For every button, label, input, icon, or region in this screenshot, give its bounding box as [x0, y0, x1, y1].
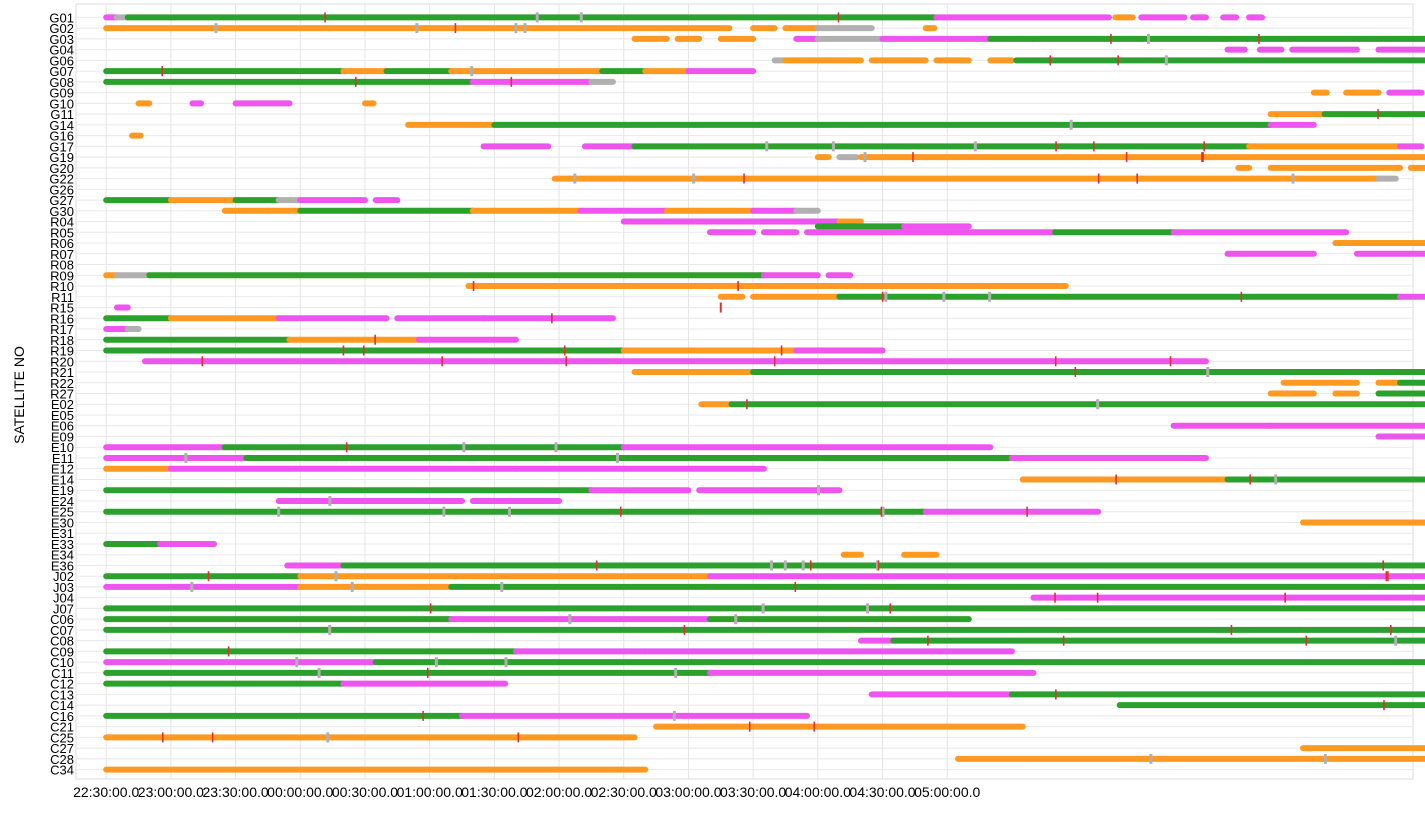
x-tick-label: 02:00:00.0 [526, 784, 592, 800]
y-tick-label: G20 [49, 161, 74, 176]
y-tick-label: J07 [53, 601, 74, 616]
y-tick-label: R04 [50, 215, 74, 230]
x-tick-label: 22:30:00.0 [73, 784, 139, 800]
y-tick-label: E36 [51, 558, 74, 573]
y-tick-label: E33 [51, 537, 74, 552]
y-tick-label: C34 [50, 763, 74, 778]
x-tick-label: 00:00:00.0 [267, 784, 333, 800]
y-tick-label: E24 [51, 494, 74, 509]
y-tick-label: E19 [51, 483, 74, 498]
x-tick-labels: 22:30:00.023:00:00.023:30:00.000:00:00.0… [73, 784, 980, 800]
y-tick-label: R10 [50, 279, 74, 294]
y-tick-label: E12 [51, 462, 74, 477]
y-tick-label: G04 [49, 43, 74, 58]
y-tick-label: G07 [49, 64, 74, 79]
y-tick-label: E09 [51, 429, 74, 444]
y-tick-label: R19 [50, 344, 74, 359]
y-tick-label: E30 [51, 515, 74, 530]
y-tick-label: G17 [49, 139, 74, 154]
y-tick-label: R22 [50, 376, 74, 391]
x-tick-label: 23:00:00.0 [138, 784, 204, 800]
y-tick-label: C08 [50, 634, 74, 649]
y-tick-label: J02 [53, 569, 74, 584]
y-tick-label: G26 [49, 182, 74, 197]
y-tick-label: G16 [49, 129, 74, 144]
y-tick-label: R15 [50, 301, 74, 316]
x-tick-label: 23:30:00.0 [202, 784, 268, 800]
y-tick-label: R08 [50, 258, 74, 273]
y-tick-label: E14 [51, 472, 74, 487]
y-tick-label: E31 [51, 526, 74, 541]
x-tick-label: 04:00:00.0 [785, 784, 851, 800]
y-tick-label: G08 [49, 75, 74, 90]
y-tick-label: G06 [49, 53, 74, 68]
y-tick-label: G01 [49, 10, 74, 25]
y-tick-label: C09 [50, 644, 74, 659]
y-tick-label: G19 [49, 150, 74, 165]
y-tick-label: C11 [51, 666, 74, 681]
y-tick-labels: G01G02G03G04G06G07G08G09G10G11G14G16G17G… [49, 10, 74, 777]
y-tick-label: G11 [50, 107, 74, 122]
y-tick-label: R07 [50, 247, 74, 262]
y-axis-title: SATELLITE NO [11, 346, 27, 444]
satellite-rows [103, 12, 1425, 773]
y-tick-label: G03 [49, 32, 74, 47]
x-tick-label: 01:30:00.0 [461, 784, 527, 800]
y-tick-label: C12 [50, 677, 74, 692]
y-tick-label: G02 [49, 21, 74, 36]
y-tick-label: C14 [50, 698, 74, 713]
y-tick-label: C28 [50, 752, 74, 767]
y-tick-label: G27 [49, 193, 74, 208]
y-tick-label: R06 [50, 236, 74, 251]
y-tick-label: R27 [50, 387, 74, 402]
y-tick-label: E25 [51, 505, 74, 520]
y-tick-label: E10 [51, 440, 74, 455]
y-tick-label: E34 [51, 548, 74, 563]
y-tick-label: J04 [53, 591, 74, 606]
x-tick-label: 03:30:00.0 [720, 784, 786, 800]
x-tick-label: 03:00:00.0 [655, 784, 721, 800]
y-tick-label: G22 [49, 172, 74, 187]
y-tick-label: J03 [53, 580, 74, 595]
x-tick-label: 01:00:00.0 [397, 784, 463, 800]
y-tick-label: C06 [50, 612, 74, 627]
y-tick-label: G14 [49, 118, 74, 133]
y-tick-label: E06 [51, 419, 74, 434]
y-tick-label: C13 [50, 687, 74, 702]
x-tick-label: 04:30:00.0 [849, 784, 915, 800]
y-tick-label: R05 [50, 225, 74, 240]
y-tick-label: R16 [50, 311, 74, 326]
y-tick-label: G09 [49, 86, 74, 101]
y-tick-label: C07 [50, 623, 74, 638]
y-tick-label: G30 [49, 204, 74, 219]
y-tick-label: E11 [52, 451, 74, 466]
y-tick-label: C21 [50, 720, 74, 735]
y-tick-label: C10 [50, 655, 74, 670]
y-tick-label: R09 [50, 268, 74, 283]
x-tick-label: 00:30:00.0 [332, 784, 398, 800]
y-tick-label: E02 [51, 397, 74, 412]
y-tick-label: R17 [50, 322, 74, 337]
y-tick-label: C16 [50, 709, 74, 724]
y-tick-label: C27 [50, 741, 74, 756]
y-tick-label: R21 [50, 365, 74, 380]
y-tick-label: R11 [51, 290, 74, 305]
x-tick-label: 02:30:00.0 [591, 784, 657, 800]
y-tick-label: C25 [50, 730, 74, 745]
y-tick-label: R18 [50, 333, 74, 348]
y-tick-label: G10 [49, 96, 74, 111]
y-tick-label: E05 [51, 408, 74, 423]
x-tick-label: 05:00:00.0 [914, 784, 980, 800]
y-tick-label: R20 [50, 354, 74, 369]
